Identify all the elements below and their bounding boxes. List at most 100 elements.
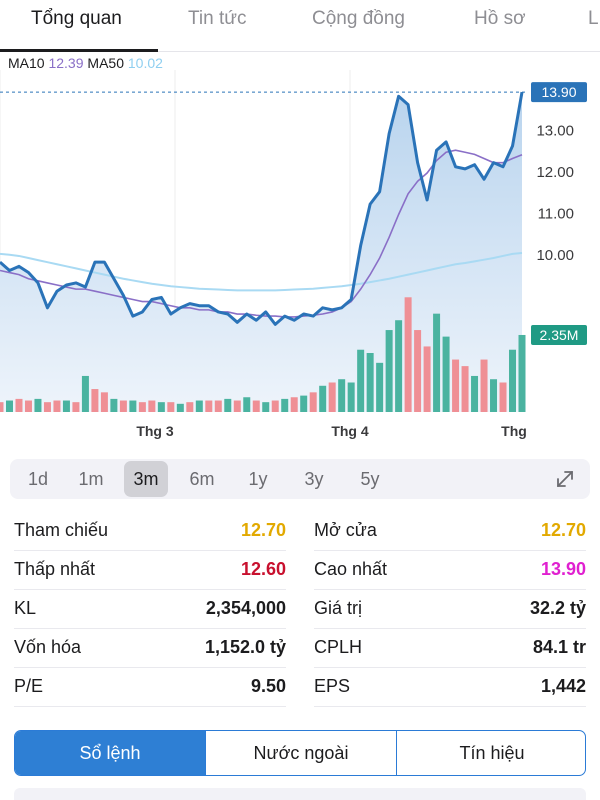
volume-bar — [423, 346, 431, 412]
tab-profile[interactable]: Hồ sơ — [474, 8, 526, 29]
volume-bar — [129, 400, 137, 412]
stat-open: Mở cửa 12.70 — [314, 512, 586, 551]
volume-bar — [5, 400, 13, 412]
period-3m[interactable]: 3m — [124, 461, 168, 497]
expand-icon[interactable] — [554, 468, 576, 490]
period-selector: 1d 1m 3m 6m 1y 3y 5y — [10, 459, 590, 499]
volume-bar — [499, 382, 507, 412]
period-5y[interactable]: 5y — [360, 469, 380, 489]
stat-value: 12.70 — [240, 520, 286, 540]
volume-bar — [271, 400, 279, 412]
volume-bar — [91, 389, 99, 412]
stat-label: Vốn hóa — [14, 637, 82, 657]
volume-bar — [72, 402, 80, 412]
y-tick-label: 13.00 — [536, 122, 574, 139]
volume-bar — [224, 398, 232, 412]
ma50-line — [0, 252, 523, 292]
stat-low: Thấp nhất 12.60 — [14, 551, 286, 590]
stat-label: Mở cửa — [314, 520, 377, 540]
y-tick-label: 11.00 — [538, 205, 574, 222]
period-1y[interactable]: 1y — [248, 469, 268, 489]
volume-bar — [328, 382, 336, 412]
stat-value: 12.70 — [540, 520, 586, 540]
y-tick-label: 12.00 — [536, 164, 574, 181]
period-6m[interactable]: 6m — [189, 469, 215, 489]
volume-bar — [148, 400, 156, 412]
stat-value: 1,442 — [540, 676, 586, 696]
segment-order-book[interactable]: Sổ lệnh — [15, 731, 205, 775]
ma10-value: 12.39 — [48, 55, 84, 71]
volume-bar — [167, 402, 175, 412]
volume-bar — [480, 359, 488, 412]
active-tab-indicator — [0, 49, 158, 52]
period-1m[interactable]: 1m — [78, 469, 104, 489]
period-3y[interactable]: 3y — [304, 469, 324, 489]
ma50-label: MA50 — [87, 55, 124, 71]
volume-bar — [43, 402, 51, 412]
volume-bar — [366, 353, 374, 412]
stat-high: Cao nhất 13.90 — [314, 551, 586, 590]
volume-bar — [0, 402, 4, 412]
stat-market-cap: Vốn hóa 1,152.0 tỷ — [14, 629, 286, 668]
stat-label: EPS — [314, 676, 351, 696]
volume-bar — [100, 392, 108, 412]
stat-value: 9.50 — [250, 676, 286, 696]
volume-bar — [300, 395, 308, 412]
volume-bar — [110, 398, 118, 412]
volume-bar — [205, 400, 213, 412]
volume-bar — [81, 375, 89, 412]
volume-bar — [119, 400, 127, 412]
tab-overview[interactable]: Tổng quan — [31, 8, 122, 29]
volume-bar — [214, 400, 222, 412]
volume-bar — [376, 362, 384, 412]
volume-bar — [252, 400, 260, 412]
next-section-header — [14, 788, 586, 800]
volume-bar — [138, 402, 146, 412]
price-marker-label: 13.90 — [541, 84, 576, 100]
stat-value: 32.2 tỷ — [529, 598, 586, 618]
segment-foreign[interactable]: Nước ngoài — [205, 731, 396, 775]
price-line — [0, 91, 524, 326]
bottom-segmented-control: Sổ lệnh Nước ngoài Tín hiệu — [14, 730, 586, 776]
stat-label: Tham chiếu — [14, 520, 109, 540]
volume-bar — [357, 349, 365, 412]
stat-value: 13.90 — [540, 559, 586, 579]
stat-label: Thấp nhất — [14, 559, 96, 579]
tab-news[interactable]: Tin tức — [188, 8, 247, 29]
tab-more[interactable]: L — [588, 8, 599, 29]
stat-reference: Tham chiếu 12.70 — [14, 512, 286, 551]
volume-bar — [24, 400, 32, 412]
stat-shares-outstanding: CPLH 84.1 tr — [314, 629, 586, 668]
volume-marker-badge — [531, 324, 587, 345]
volume-bar — [186, 402, 194, 412]
volume-bar — [490, 379, 498, 412]
volume-bar — [243, 397, 251, 412]
stat-value: 2,354,000 — [205, 598, 286, 618]
volume-bar — [509, 349, 517, 412]
x-tick-label: Thg — [501, 423, 527, 439]
volume-bar — [471, 375, 479, 412]
volume-bar — [395, 320, 403, 412]
ma10-label: MA10 — [8, 55, 45, 71]
volume-marker-label: 2.35M — [540, 327, 579, 343]
stat-label: Giá trị — [314, 598, 363, 618]
stat-label: KL — [14, 598, 37, 618]
volume-bar — [62, 400, 70, 412]
volume-bar — [195, 400, 203, 412]
tab-community[interactable]: Cộng đồng — [312, 8, 405, 29]
x-tick-label: Thg 3 — [136, 423, 174, 439]
volume-bar — [53, 400, 61, 412]
volume-bar — [461, 366, 469, 412]
volume-bar — [404, 297, 412, 412]
volume-bar — [309, 392, 317, 412]
volume-bar — [290, 397, 298, 412]
volume-bar — [281, 398, 289, 412]
segment-signals[interactable]: Tín hiệu — [396, 731, 585, 775]
volume-bar — [347, 382, 355, 412]
period-1d[interactable]: 1d — [27, 469, 49, 489]
volume-bar — [338, 379, 346, 412]
top-tab-bar: Tổng quan Tin tức Cộng đồng Hồ sơ L — [0, 0, 600, 52]
volume-bar — [157, 402, 165, 412]
x-tick-label: Thg 4 — [331, 423, 369, 439]
